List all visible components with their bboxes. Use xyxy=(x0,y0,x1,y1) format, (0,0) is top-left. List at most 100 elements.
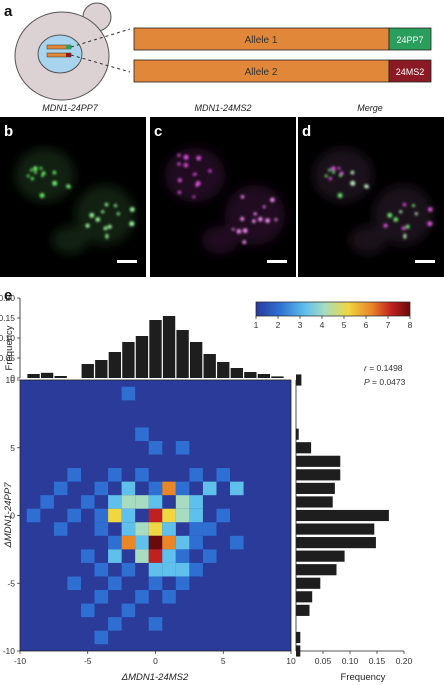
fluorescent-spot xyxy=(383,223,388,228)
fluorescent-spot xyxy=(393,217,399,222)
heatmap-cell xyxy=(135,468,149,482)
top-hist-bar xyxy=(27,374,40,378)
allele-1-label: Allele 1 xyxy=(245,35,278,46)
fluorescent-spot xyxy=(427,207,433,212)
cell-body xyxy=(313,148,373,202)
heatmap-cell xyxy=(189,468,203,482)
top-hist-bar xyxy=(217,362,230,378)
top-hist-bar xyxy=(135,336,149,378)
allele-1-tag: 24PP7 xyxy=(396,35,423,45)
fluorescent-spot xyxy=(262,205,266,209)
heatmap-cell xyxy=(162,590,176,604)
fluorescent-spot xyxy=(258,216,263,222)
fluorescent-spot xyxy=(105,235,109,239)
top-hist-bar xyxy=(162,316,176,378)
fluorescent-spot xyxy=(30,168,33,172)
fluorescent-spot xyxy=(427,221,433,227)
heatmap-cell xyxy=(53,481,68,496)
fluorescent-spot xyxy=(339,171,344,176)
heatmap-cell xyxy=(175,508,190,523)
heatmap-cell xyxy=(189,562,203,577)
fluorescent-spot xyxy=(177,153,181,157)
zoom-lines xyxy=(70,28,131,73)
heatmap-cell xyxy=(189,495,203,509)
colorbar-tick-label: 3 xyxy=(298,320,303,330)
fluorescent-spot xyxy=(183,154,189,160)
heatmap-cell xyxy=(121,386,136,401)
cell-body xyxy=(202,226,238,254)
heatmap-cell xyxy=(108,549,122,563)
fluorescent-spot xyxy=(236,229,242,234)
heatmap-x-tick-label: -5 xyxy=(84,656,92,666)
fluorescent-spot xyxy=(242,240,247,245)
fluorescent-spot xyxy=(26,174,30,178)
heatmap-cell xyxy=(67,468,81,482)
right-hist-bar xyxy=(296,496,333,508)
fluorescent-spot xyxy=(196,155,202,161)
colorbar-tick-label: 6 xyxy=(364,320,369,330)
panel-label-d: d xyxy=(302,123,311,140)
fluorescent-spot xyxy=(177,178,182,183)
heatmap-cell xyxy=(135,535,149,550)
right-hist-bar xyxy=(296,631,301,644)
right-hist-bar xyxy=(296,509,389,522)
heatmap-cell xyxy=(121,562,136,577)
micrograph-title-d: Merge xyxy=(357,103,383,113)
fluorescent-spot xyxy=(195,183,200,187)
right-hist-x-tick-label: 0.10 xyxy=(342,656,359,666)
heatmap-cell xyxy=(121,495,136,509)
heatmap-cell xyxy=(108,535,122,550)
fluorescent-spot xyxy=(33,166,38,171)
fluorescent-spot xyxy=(192,173,196,176)
scale-bar xyxy=(267,260,287,263)
heatmap-cell xyxy=(121,481,136,496)
right-histogram: 0.05 0.10 0.15 0.20 xyxy=(295,374,413,666)
heatmap-cell xyxy=(148,549,163,563)
heatmap-cell xyxy=(53,522,68,536)
heatmap-cell xyxy=(67,508,81,523)
fluorescent-spot xyxy=(365,185,369,189)
heatmap-cell xyxy=(148,522,163,536)
fluorescent-spot xyxy=(399,210,403,214)
fluorescent-spot xyxy=(402,202,407,207)
fluorescent-spot xyxy=(405,224,410,229)
heatmap-y-tick-label: 0 xyxy=(10,511,15,521)
nucleus-icon xyxy=(37,34,83,74)
fluorescent-spot xyxy=(105,233,109,237)
heatmap-cell xyxy=(108,617,122,631)
fluorescent-spot xyxy=(30,177,34,181)
fluorescent-spot xyxy=(274,218,278,222)
fluorescent-spot xyxy=(331,166,336,171)
heatmap-x-tick-label: 10 xyxy=(286,656,296,666)
fluorescent-spot xyxy=(265,218,270,224)
scale-bar xyxy=(117,260,137,263)
heatmap-y-tick-label: 10 xyxy=(6,375,16,385)
right-hist-x-tick-label: 0.05 xyxy=(315,656,332,666)
right-hist-bar xyxy=(296,604,310,616)
heatmap-cell xyxy=(202,522,217,536)
fluorescent-spot xyxy=(103,226,108,231)
right-hist-bar xyxy=(296,482,335,494)
heatmap-cell xyxy=(189,535,203,550)
micrograph-title-c: MDN1-24MS2 xyxy=(194,103,251,113)
fluorescent-spot xyxy=(240,195,245,199)
fluorescent-spot xyxy=(242,228,248,234)
right-hist-bar xyxy=(296,428,299,440)
heatmap-cell xyxy=(108,468,122,482)
colorbar-tick-label: 2 xyxy=(276,320,281,330)
heatmap: -10 -5 0 5 10 10 5 0 -5 -10 xyxy=(3,375,296,666)
heatmap-cell xyxy=(162,549,176,563)
heatmap-cell xyxy=(94,590,109,604)
heatmap-cell xyxy=(175,576,190,591)
heatmap-cell xyxy=(121,603,136,618)
colorbar: 1 2 3 4 5 6 7 8 xyxy=(254,301,413,330)
allele-2-label: Allele 2 xyxy=(245,67,278,78)
heatmap-cell xyxy=(121,535,136,550)
fluorescent-spot xyxy=(332,171,335,174)
colorbar-tick-label: 7 xyxy=(386,320,391,330)
fluorescent-spot xyxy=(104,202,109,207)
top-hist-bar xyxy=(40,372,54,378)
heatmap-cell xyxy=(94,630,109,645)
fluorescent-spot xyxy=(403,235,407,239)
right-hist-bar xyxy=(296,564,337,576)
